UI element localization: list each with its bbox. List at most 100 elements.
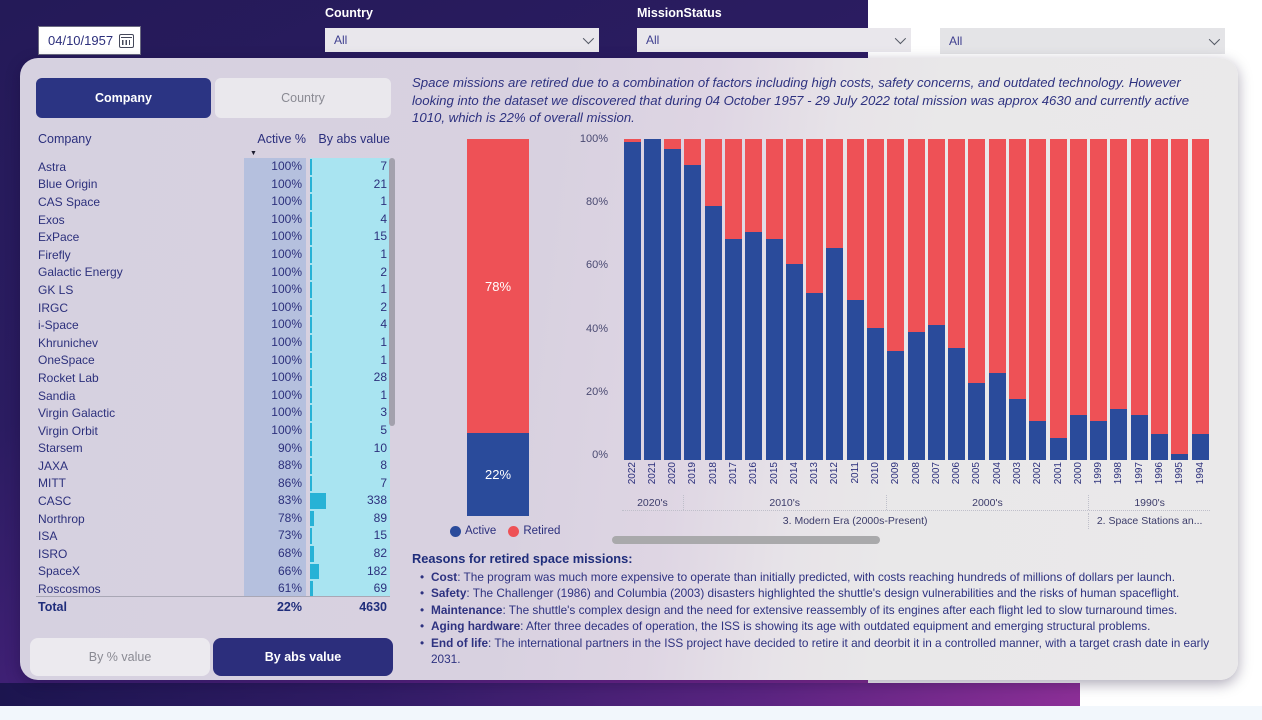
active-pct-cell: 100% [244,210,306,229]
stacked-bar-2021[interactable] [642,139,662,460]
overall-retired-segment[interactable]: 78% [467,139,529,434]
stacked-bar-2014[interactable] [784,139,804,460]
company-name: ExPace [38,230,80,245]
stacked-bar-2003[interactable] [1007,139,1027,460]
stacked-bar-2010[interactable] [865,139,885,460]
toggle-by-percent-button[interactable]: By % value [30,638,210,676]
table-scrollbar-thumb[interactable] [389,158,395,426]
stacked-bar-2011[interactable] [845,139,865,460]
tab-company[interactable]: Company [36,78,211,118]
retired-segment [867,139,885,329]
era-label: 1990's [1088,495,1210,510]
tab-country[interactable]: Country [215,78,391,118]
table-row[interactable]: Firefly 100% 1 [36,245,390,264]
table-row[interactable]: MITT 86% 7 [36,474,390,493]
stacked-bar-1996[interactable] [1149,139,1169,460]
abs-value-bar [310,370,312,386]
table-row[interactable]: CASC 83% 338 [36,492,390,510]
sort-descending-icon[interactable]: ▼ [250,150,257,157]
column-header-active-pct[interactable]: Active % [257,132,306,146]
x-label-2013: 2013 [809,462,821,485]
stacked-bar-2009[interactable] [886,139,906,460]
table-row[interactable]: i-Space 100% 4 [36,316,390,334]
abs-value-text: 1 [380,334,387,349]
bar-2006 [948,139,966,460]
table-row[interactable]: Khrunichev 100% 1 [36,333,390,352]
overall-stacked-bar[interactable]: 78% 22% [467,139,529,516]
active-segment [725,238,743,460]
table-row[interactable]: Starsem 90% 10 [36,439,390,458]
calendar-icon[interactable] [119,33,135,48]
table-row[interactable]: GK LS 100% 1 [36,281,390,299]
stacked-bar-2012[interactable] [825,139,845,460]
abs-value-text: 15 [373,528,387,543]
stacked-bar-1995[interactable] [1170,139,1190,460]
column-header-abs-value[interactable]: By abs value [318,132,390,146]
stacked-bar-2006[interactable] [947,139,967,460]
x-label-2004: 2004 [991,462,1003,485]
abs-value-text: 2 [380,264,387,279]
legend-item-active[interactable]: Active [450,525,496,537]
table-row[interactable]: ISRO 68% 82 [36,545,390,563]
stacked-bar-1999[interactable] [1088,139,1108,460]
table-row[interactable]: CAS Space 100% 1 [36,193,390,211]
chevron-down-icon [1208,33,1221,46]
stacked-bar-2004[interactable] [987,139,1007,460]
table-row[interactable]: IRGC 100% 2 [36,298,390,317]
stacked-bar-2001[interactable] [1048,139,1068,460]
table-row[interactable]: Exos 100% 4 [36,210,390,229]
extra-filter-dropdown[interactable]: All [940,28,1225,54]
stacked-bar-2008[interactable] [906,139,926,460]
column-header-company[interactable]: Company [38,132,92,146]
stacked-bar-2022[interactable] [622,139,642,460]
overall-active-segment[interactable]: 22% [467,433,529,516]
stacked-bar-1998[interactable] [1109,139,1129,460]
table-row[interactable]: Astra 100% 7 [36,158,390,176]
table-row[interactable]: Virgin Orbit 100% 5 [36,421,390,440]
table-row[interactable]: Northrop 78% 89 [36,509,390,528]
retired-segment [806,139,824,294]
x-label-2022: 2022 [626,462,638,485]
chart-horizontal-scrollbar[interactable] [612,536,880,544]
table-row[interactable]: Virgin Galactic 100% 3 [36,404,390,422]
stacked-bar-2000[interactable] [1068,139,1088,460]
retired-segment [684,139,702,165]
stacked-bar-2018[interactable] [703,139,723,460]
stacked-bar-1997[interactable] [1129,139,1149,460]
abs-value-cell: 4 [310,316,390,334]
bar-2008 [907,139,925,460]
table-row[interactable]: Blue Origin 100% 21 [36,175,390,194]
table-row[interactable]: Rocket Lab 100% 28 [36,369,390,387]
stacked-bar-2002[interactable] [1028,139,1048,460]
stacked-bar-2015[interactable] [764,139,784,460]
table-row[interactable]: OneSpace 100% 1 [36,351,390,370]
stacked-bar-2020[interactable] [663,139,683,460]
table-row[interactable]: JAXA 88% 8 [36,457,390,475]
table-row[interactable]: SpaceX 66% 182 [36,562,390,581]
toggle-by-abs-button[interactable]: By abs value [213,638,393,676]
table-row[interactable]: Galactic Energy 100% 2 [36,263,390,282]
active-segment [1090,421,1108,460]
table-row[interactable]: Roscosmos 61% 69 [36,580,390,596]
mission-status-dropdown[interactable]: All [637,28,911,52]
legend-item-retired[interactable]: Retired [508,525,560,537]
stacked-bar-2013[interactable] [805,139,825,460]
company-name: Galactic Energy [38,265,123,280]
table-row[interactable]: ExPace 100% 15 [36,228,390,246]
stacked-bar-2017[interactable] [723,139,743,460]
stacked-bar-1994[interactable] [1190,139,1210,460]
country-dropdown[interactable]: All [325,28,599,52]
table-row[interactable]: Sandia 100% 1 [36,386,390,405]
company-name: Astra [38,159,67,174]
company-name: CAS Space [38,194,101,209]
active-legend-dot-icon [450,525,461,537]
stacked-bar-2007[interactable] [926,139,946,460]
table-row[interactable]: ISA 73% 15 [36,527,390,546]
stacked-bar-2016[interactable] [744,139,764,460]
table-scrollbar[interactable] [389,158,395,596]
stacked-bar-2019[interactable] [683,139,703,460]
date-picker[interactable]: 04/10/1957 [38,26,141,55]
retired-segment [887,139,905,351]
bar-2018 [704,139,722,460]
stacked-bar-2005[interactable] [967,139,987,460]
